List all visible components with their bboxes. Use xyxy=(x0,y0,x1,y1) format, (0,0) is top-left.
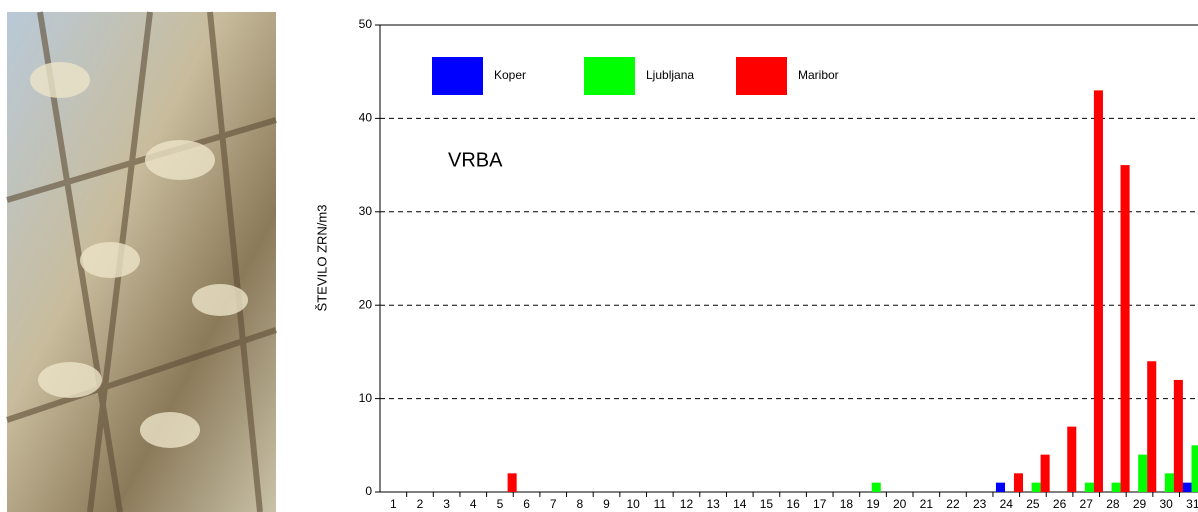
x-tick-label: 11 xyxy=(654,497,667,511)
bar xyxy=(1093,90,1103,492)
bar xyxy=(507,473,517,492)
y-tick-label: 40 xyxy=(359,111,373,125)
y-tick-label: 30 xyxy=(359,204,373,218)
y-tick-label: 50 xyxy=(359,17,373,31)
chart-title: VRBA xyxy=(448,149,503,171)
x-tick-label: 20 xyxy=(893,497,907,511)
bar xyxy=(1013,473,1024,492)
bar xyxy=(1191,445,1198,492)
bar xyxy=(871,482,881,492)
legend-swatch xyxy=(432,57,483,95)
bar xyxy=(1164,473,1174,492)
x-tick-label: 31 xyxy=(1186,497,1198,511)
x-tick-label: 23 xyxy=(973,497,987,511)
x-tick-label: 28 xyxy=(1106,497,1120,511)
x-tick-label: 9 xyxy=(603,497,610,511)
bar xyxy=(1111,482,1121,492)
x-tick-label: 4 xyxy=(470,497,477,511)
x-tick-label: 2 xyxy=(417,497,424,511)
bar xyxy=(1120,165,1130,492)
photo xyxy=(6,11,277,512)
x-tick-label: 25 xyxy=(1026,497,1040,511)
x-tick-label: 8 xyxy=(577,497,584,511)
x-tick-label: 6 xyxy=(523,497,530,511)
x-tick-label: 17 xyxy=(813,497,827,511)
legend-swatch xyxy=(584,57,635,95)
bar xyxy=(1067,426,1077,492)
x-tick-label: 30 xyxy=(1159,497,1173,511)
x-tick-label: 16 xyxy=(786,497,800,511)
bar xyxy=(1084,482,1094,492)
x-tick-label: 10 xyxy=(626,497,640,511)
legend-label: Koper xyxy=(494,68,526,82)
x-tick-label: 13 xyxy=(706,497,720,511)
x-tick-label: 19 xyxy=(866,497,880,511)
legend-label: Maribor xyxy=(798,68,839,82)
x-tick-label: 21 xyxy=(920,497,934,511)
x-tick-label: 7 xyxy=(550,497,557,511)
x-tick-label: 5 xyxy=(497,497,504,511)
x-tick-label: 18 xyxy=(840,497,854,511)
y-axis-label: ŠTEVILO ZRN/m3 xyxy=(314,205,329,312)
bar xyxy=(1182,482,1192,492)
y-tick-label: 0 xyxy=(365,484,372,498)
bar xyxy=(1147,361,1157,492)
bar xyxy=(1138,454,1148,492)
x-tick-label: 3 xyxy=(443,497,450,511)
legend-swatch xyxy=(736,57,787,95)
x-tick-label: 12 xyxy=(680,497,694,511)
legend-label: Ljubljana xyxy=(646,68,694,82)
x-tick-label: 29 xyxy=(1133,497,1147,511)
x-tick-label: 24 xyxy=(1000,497,1014,511)
y-tick-label: 20 xyxy=(359,297,373,311)
bar xyxy=(1040,454,1050,492)
bar xyxy=(995,482,1006,492)
x-tick-label: 26 xyxy=(1053,497,1067,511)
x-tick-label: 22 xyxy=(946,497,960,511)
x-tick-label: 1 xyxy=(390,497,397,511)
bar xyxy=(1173,379,1183,492)
bar xyxy=(1031,482,1041,492)
x-tick-label: 14 xyxy=(733,497,747,511)
x-tick-label: 15 xyxy=(760,497,774,511)
y-tick-label: 10 xyxy=(359,391,373,405)
x-tick-label: 27 xyxy=(1080,497,1094,511)
